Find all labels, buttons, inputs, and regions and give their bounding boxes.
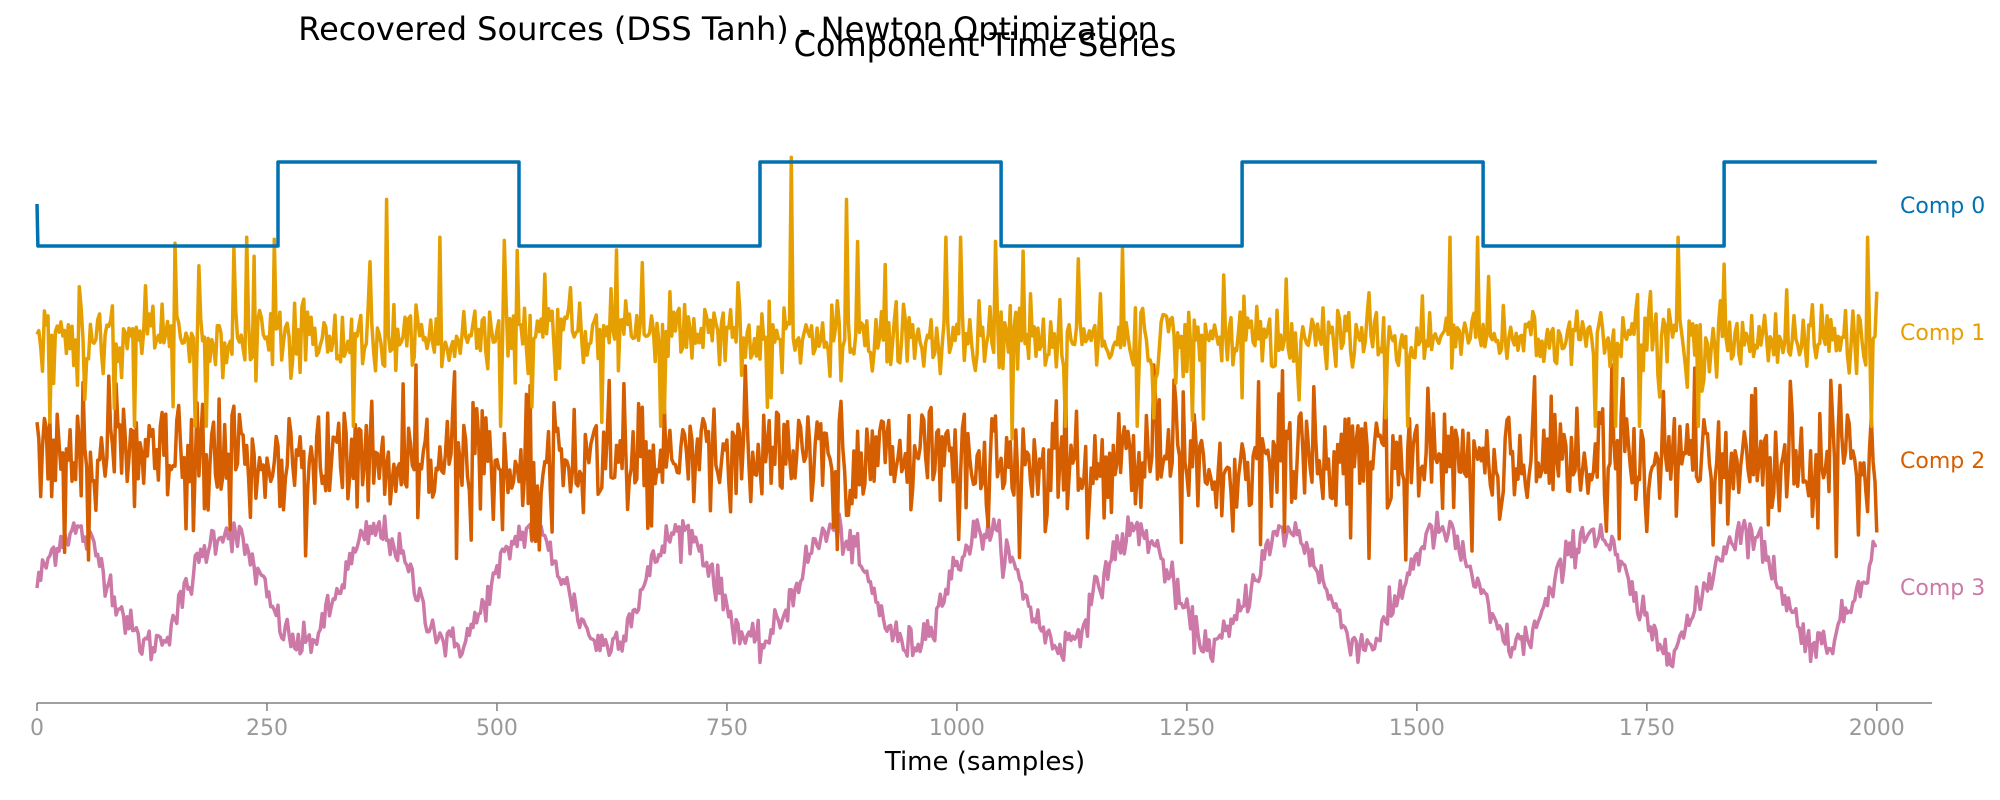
x-tick-label-250: 250	[246, 716, 288, 741]
series-label-comp-1: Comp 1	[1900, 321, 1985, 346]
series-line-comp-1	[35, 155, 1879, 441]
x-tick-label-750: 750	[706, 716, 748, 741]
series-label-comp-2: Comp 2	[1900, 449, 1985, 474]
x-tick-label-500: 500	[476, 716, 518, 741]
chart-subtitle: Component Time Series	[794, 26, 1177, 64]
series-line-comp-3	[35, 510, 1878, 669]
series-layer	[35, 155, 1879, 669]
x-tick-label-0: 0	[30, 716, 44, 741]
series-label-comp-3: Comp 3	[1900, 576, 1985, 601]
series-labels: Comp 3 Comp 2 Comp 1 Comp 0	[1900, 194, 1985, 601]
series-line-comp-0	[35, 160, 1877, 248]
x-axis-label: Time (samples)	[884, 747, 1085, 777]
x-axis-ticks: 0 250 500 750 1000 1250 1500 1750 2000	[30, 703, 1905, 741]
x-tick-label-1000: 1000	[929, 716, 985, 741]
x-tick-label-1500: 1500	[1389, 716, 1445, 741]
series-line-comp-2	[35, 363, 1879, 562]
x-tick-label-2000: 2000	[1849, 716, 1905, 741]
x-tick-label-1250: 1250	[1159, 716, 1215, 741]
series-label-comp-0: Comp 0	[1900, 194, 1985, 219]
x-tick-label-1750: 1750	[1619, 716, 1675, 741]
chart-title: Recovered Sources (DSS Tanh) - Newton Op…	[298, 10, 1157, 48]
